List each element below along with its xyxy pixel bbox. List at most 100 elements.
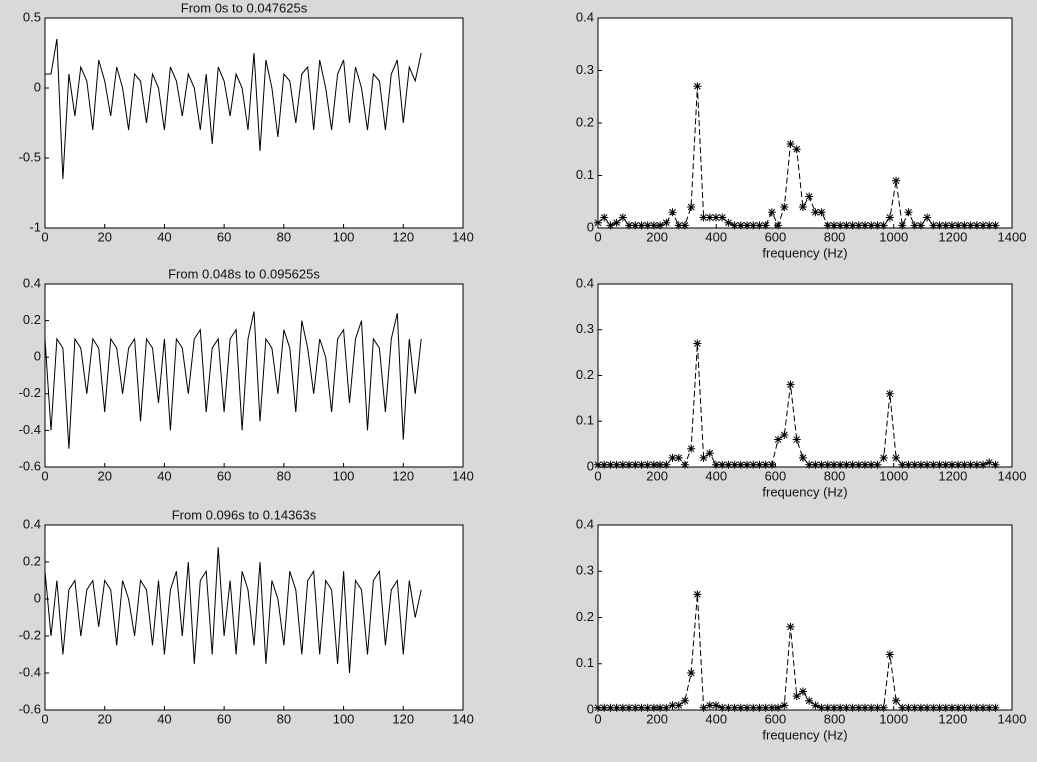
subplot: 0 200 400 600 800 1000 1200 1400 0 0.1 0.2 0.3 0.4 fr… (576, 516, 1027, 742)
x-tick-label: 0 (41, 229, 48, 244)
star-marker (631, 703, 640, 712)
star-marker (755, 703, 764, 712)
star-marker (972, 703, 981, 712)
y-tick-label: 0 (34, 349, 41, 364)
star-marker (780, 701, 789, 710)
star-marker (699, 453, 708, 462)
star-marker (979, 221, 988, 230)
star-marker (600, 460, 609, 469)
y-tick-label: -0.4 (19, 664, 41, 679)
star-marker (656, 460, 665, 469)
y-tick-label: 0.3 (576, 563, 594, 578)
star-marker (848, 703, 857, 712)
star-marker (618, 460, 627, 469)
star-marker (885, 389, 894, 398)
x-tick-label: 0 (41, 711, 48, 726)
x-tick-label: 100 (333, 468, 355, 483)
star-marker (625, 703, 634, 712)
star-marker (743, 460, 752, 469)
star-marker (711, 701, 720, 710)
y-tick-label: -0.5 (19, 149, 41, 164)
star-marker (873, 460, 882, 469)
star-marker (718, 213, 727, 222)
x-tick-label: 600 (765, 711, 787, 726)
x-tick-label: 20 (97, 711, 111, 726)
star-marker (792, 145, 801, 154)
star-marker (923, 213, 932, 222)
star-marker (861, 221, 870, 230)
x-tick-label: 80 (277, 468, 291, 483)
star-marker (923, 460, 932, 469)
x-tick-label: 1000 (879, 711, 908, 726)
x-tick-label: 0 (594, 468, 601, 483)
star-marker (885, 213, 894, 222)
star-marker (947, 703, 956, 712)
star-marker (879, 703, 888, 712)
x-tick-label: 20 (97, 229, 111, 244)
star-marker (749, 460, 758, 469)
star-marker (656, 703, 665, 712)
star-marker (649, 703, 658, 712)
plot-area (597, 17, 1013, 229)
star-marker (767, 460, 776, 469)
star-marker (594, 703, 602, 712)
star-marker (730, 460, 739, 469)
star-marker (991, 703, 1000, 712)
star-marker (954, 221, 963, 230)
plot-area (44, 524, 464, 711)
x-tick-label: 40 (157, 468, 171, 483)
star-marker (929, 460, 938, 469)
subplot: 0 20 40 60 80 100 120 140 -1 -0.5 0 0.5 From 0s to 0… (19, 0, 474, 244)
x-tick-label: 140 (452, 468, 474, 483)
star-marker (947, 221, 956, 230)
star-marker (718, 460, 727, 469)
star-marker (618, 703, 627, 712)
star-marker (693, 590, 702, 599)
star-marker (885, 650, 894, 659)
star-marker (786, 140, 795, 148)
star-marker (780, 430, 789, 439)
star-marker (718, 703, 727, 712)
star-marker (724, 703, 733, 712)
star-marker (736, 460, 745, 469)
star-marker (705, 449, 714, 458)
star-marker (805, 460, 814, 469)
star-marker (687, 444, 696, 453)
star-marker (687, 669, 696, 677)
star-marker (904, 208, 913, 217)
x-tick-label: 120 (392, 468, 414, 483)
star-marker (823, 221, 832, 230)
star-marker (662, 703, 671, 712)
star-marker (668, 701, 677, 710)
star-marker (680, 696, 689, 705)
y-tick-label: 0.1 (576, 413, 594, 428)
star-marker (935, 221, 944, 230)
y-tick-label: 0.4 (23, 516, 41, 531)
star-marker (637, 703, 646, 712)
star-marker (612, 460, 621, 469)
star-marker (600, 703, 609, 712)
star-marker (680, 460, 689, 469)
star-marker (594, 218, 602, 227)
star-marker (755, 460, 764, 469)
star-marker (972, 221, 981, 230)
star-marker (811, 460, 820, 469)
star-marker (910, 460, 919, 469)
subplot: 0 200 400 600 800 1000 1200 1400 0 0.1 0.2 0.3 0.4 fr… (576, 9, 1027, 260)
star-marker (836, 221, 845, 230)
star-marker (774, 703, 783, 712)
y-tick-label: 0 (587, 219, 594, 234)
star-marker (817, 703, 826, 712)
plot-area (44, 17, 464, 229)
x-tick-label: 0 (594, 229, 601, 244)
y-tick-label: 0.4 (23, 275, 41, 290)
y-tick-label: 0.2 (23, 553, 41, 568)
star-marker (618, 213, 627, 222)
y-tick-label: 0.3 (576, 321, 594, 336)
x-tick-label: 120 (392, 229, 414, 244)
star-marker (966, 460, 975, 469)
star-marker (823, 703, 832, 712)
star-marker (699, 703, 708, 712)
star-marker (879, 453, 888, 462)
